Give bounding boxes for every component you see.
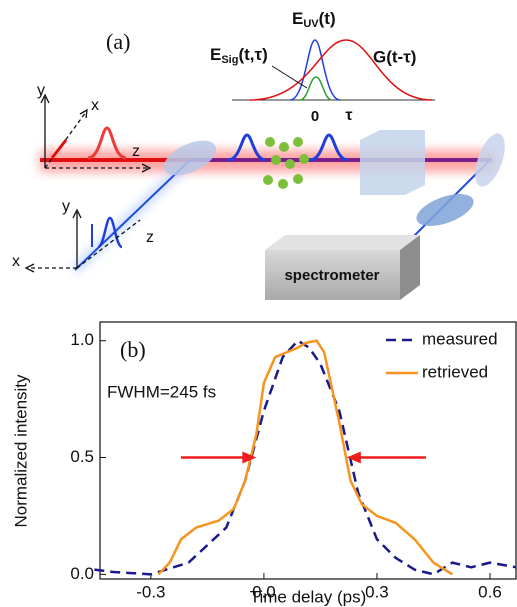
label-part: (t)	[319, 9, 336, 28]
x-tick-label: 0.6	[478, 582, 502, 601]
lens	[416, 194, 474, 226]
mirror	[475, 133, 505, 187]
arrow-head	[242, 451, 257, 464]
pulse	[227, 133, 267, 162]
axis-letter: x	[91, 97, 99, 114]
sig-label: ESig(t,τ)	[210, 45, 268, 65]
crystal	[360, 130, 425, 195]
axes-upper	[40, 93, 152, 173]
blue-beam	[74, 159, 191, 271]
y-tick-label: 0.5	[70, 447, 94, 466]
tau-label: τ	[345, 107, 352, 124]
label-part: E	[210, 45, 221, 64]
label-part: E	[292, 9, 303, 28]
series-line	[94, 339, 517, 576]
label-sub: Sig	[221, 54, 238, 66]
axis-letter: z	[132, 143, 140, 160]
pointer	[271, 65, 308, 89]
pulse	[87, 126, 127, 160]
panel-label: (b)	[120, 337, 146, 362]
lens	[163, 140, 217, 176]
label-part: (t,τ)	[238, 45, 267, 64]
label-sub: UV	[303, 18, 319, 30]
legend-label: measured	[422, 329, 498, 348]
x-tick-label: 0.3	[365, 582, 389, 601]
axis-letter: y	[37, 82, 45, 99]
pulse	[97, 216, 123, 249]
axis-letter: z	[146, 229, 154, 246]
box-side	[400, 235, 420, 300]
gate-label: G(t-τ)	[373, 47, 416, 66]
gate-curve	[249, 39, 433, 101]
sig-curve	[299, 76, 333, 101]
axis-letter: y	[62, 198, 70, 215]
legend-label: retrieved	[422, 362, 488, 381]
uv-label: EUV(t)	[292, 9, 336, 29]
x-tick-label: 0.0	[252, 582, 276, 601]
annotation: FWHM=245 fs	[107, 382, 216, 401]
box-top	[265, 235, 420, 250]
pulse	[309, 133, 349, 162]
axis-letter: x	[12, 253, 20, 270]
series-line	[157, 339, 453, 576]
y-tick-label: 1.0	[70, 330, 94, 349]
y-axis-label: Normalized intensity	[11, 374, 30, 528]
x-tick-label: -0.3	[136, 582, 165, 601]
uv-curve	[289, 39, 341, 101]
box-front	[265, 250, 400, 300]
x-axis-label: Time delay (ps)	[250, 587, 367, 606]
y-tick-label: 0.0	[70, 564, 94, 583]
diagram: (a) y x z	[12, 9, 505, 300]
arrow-head	[346, 451, 361, 464]
axes-lower	[24, 208, 141, 273]
chart: (b) FWHM=245 fs Time delay (ps) Normaliz…	[11, 321, 517, 606]
panel-label: (a)	[106, 29, 130, 54]
zero-label: 0	[311, 108, 319, 125]
molecules	[263, 137, 309, 189]
plot-frame	[99, 321, 517, 580]
spectrometer-label: spectrometer	[284, 267, 379, 284]
